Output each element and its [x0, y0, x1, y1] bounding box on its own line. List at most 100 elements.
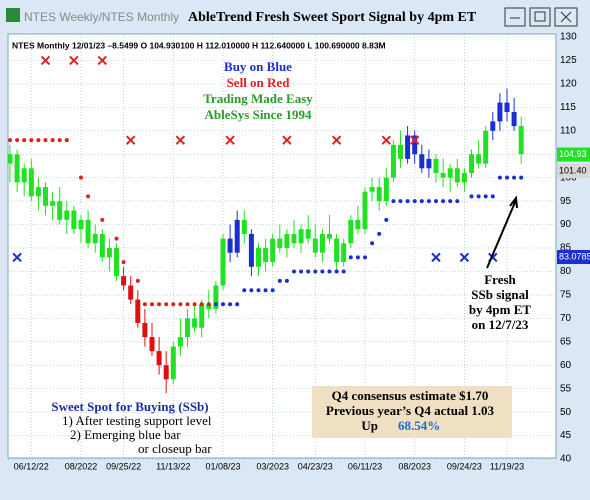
signal-x: [40, 55, 51, 66]
y-tick-label: 60: [560, 360, 572, 371]
stop-dot: [36, 138, 41, 143]
candle-body: [440, 172, 446, 178]
window-subtitle: NTES Weekly/NTES Monthly: [24, 10, 179, 24]
stop-dot: [419, 199, 424, 204]
signal-x: [12, 252, 22, 263]
candle-body: [199, 304, 205, 328]
stop-dot: [178, 302, 183, 307]
signal-x: [381, 135, 392, 145]
stop-dot: [171, 302, 176, 307]
candle-body: [355, 219, 361, 230]
app-icon: [6, 8, 20, 22]
candle-body: [504, 102, 510, 113]
annotation: on 12/7/23: [472, 317, 529, 332]
price-marker-label: 104.93: [559, 149, 587, 159]
minimize[interactable]: [504, 7, 526, 27]
y-tick-label: 50: [560, 407, 572, 418]
signal-x: [331, 135, 342, 145]
candle-body: [298, 229, 304, 244]
stop-dot: [135, 278, 140, 283]
stop-dot: [455, 199, 460, 204]
candle-body: [99, 233, 105, 258]
candle-body: [483, 130, 489, 164]
info-line: NTES Monthly 12/01/23 –8.5499 O 104.9301…: [12, 40, 386, 50]
candle-body: [128, 285, 134, 300]
consensus-box: [312, 386, 512, 438]
signal-x: [225, 135, 235, 145]
candle-body: [241, 219, 247, 234]
candle-body: [234, 219, 240, 253]
stop-dot: [348, 255, 353, 260]
stop-dot: [505, 175, 509, 180]
stop-dot: [334, 269, 339, 274]
x-tick-label: 01/08/23: [205, 461, 240, 471]
candle-body: [71, 210, 77, 230]
candle-body: [121, 276, 127, 286]
y-tick-label: 120: [560, 79, 577, 90]
candle-body: [497, 102, 503, 122]
y-tick-label: 90: [560, 219, 572, 230]
stop-dot: [29, 138, 34, 143]
candle-body: [248, 233, 254, 267]
stop-dot: [249, 288, 254, 293]
signal-x: [97, 55, 108, 66]
candle-body: [518, 126, 524, 155]
candle-body: [348, 219, 354, 244]
annotation: 68.54%: [398, 418, 440, 433]
stop-dot: [476, 194, 481, 199]
candle-body: [419, 154, 425, 169]
candle-body: [277, 238, 283, 248]
candle-body: [312, 238, 318, 253]
stop-dot: [192, 302, 197, 307]
candle-body: [78, 219, 84, 230]
maximize[interactable]: [529, 7, 551, 27]
y-tick-label: 95: [560, 196, 572, 207]
stop-dot: [483, 194, 488, 199]
stop-dot: [150, 302, 154, 307]
candle-body: [383, 177, 389, 202]
window-buttons[interactable]: [504, 7, 578, 27]
stop-dot: [79, 175, 83, 180]
candle-body: [7, 154, 13, 164]
legend-line: Sell on Red: [227, 75, 291, 90]
candle-body: [461, 172, 467, 183]
x-tick-label: 09/24/23: [447, 461, 482, 471]
stop-dot: [22, 138, 27, 143]
stop-dot: [391, 199, 396, 204]
stop-dot: [313, 269, 318, 274]
candle-body: [476, 154, 482, 164]
stop-dot: [341, 269, 346, 274]
y-tick-label: 70: [560, 313, 572, 324]
signal-x: [125, 135, 136, 145]
stop-dot: [50, 138, 55, 143]
stop-dot: [235, 302, 240, 307]
stop-dot: [370, 241, 375, 246]
stop-dot: [327, 269, 332, 274]
stop-dot: [299, 269, 304, 274]
price-marker: [557, 147, 590, 162]
stop-dot: [320, 269, 325, 274]
candle-body: [50, 201, 56, 206]
candle-body: [163, 365, 169, 380]
x-tick-label: 11/19/23: [490, 461, 524, 471]
candle-body: [405, 135, 411, 159]
candle-body: [398, 144, 403, 159]
candle-body: [426, 158, 432, 169]
stop-dot: [306, 269, 311, 274]
y-tick-label: 130: [560, 32, 577, 43]
stop-dot: [441, 199, 446, 204]
price-marker: [557, 250, 590, 265]
stop-dot: [228, 302, 233, 307]
annotation: Up: [361, 418, 378, 433]
stop-dot: [121, 260, 126, 265]
stop-dot: [377, 231, 382, 236]
candle-body: [213, 285, 219, 309]
stop-dot: [206, 302, 211, 307]
stop-dot: [8, 138, 12, 143]
candle-body: [85, 219, 91, 244]
y-tick-label: 85: [560, 243, 572, 254]
stop-dot: [256, 288, 261, 293]
candle-body: [454, 168, 460, 183]
candle-body: [412, 135, 418, 155]
stop-dot: [142, 302, 147, 307]
